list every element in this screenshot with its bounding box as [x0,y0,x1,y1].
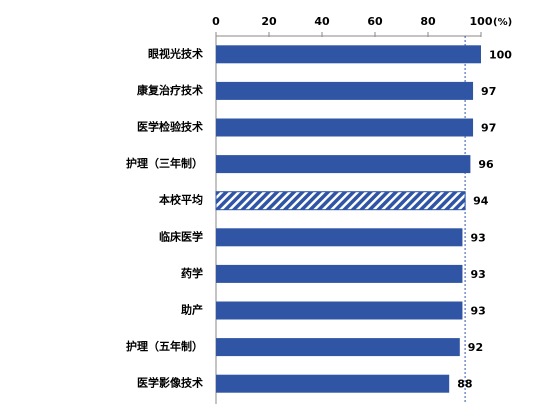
bar [216,228,463,247]
bar [216,264,463,283]
y-tick-label: 医学影像技术 [137,376,203,390]
y-tick-label: 护理（五年制） [126,339,203,353]
x-tick-label: 60 [367,15,383,28]
value-label: 93 [470,231,485,244]
value-label: 97 [481,122,496,135]
bar [216,118,474,137]
x-tick-label: 80 [420,15,436,28]
bar [215,191,466,211]
value-label: 93 [470,268,485,281]
bar [216,301,463,320]
y-tick-label: 医学检验技术 [137,120,203,134]
x-tick-label: 20 [261,15,277,28]
y-tick-label: 护理（三年制） [126,156,203,170]
y-tick-label: 临床医学 [159,229,203,243]
bar [216,338,460,357]
bar [216,155,471,174]
value-label: 92 [468,341,483,354]
bar [216,374,450,393]
bar [216,81,474,100]
x-tick-label: 40 [314,15,330,28]
y-tick-label: 康复治疗技术 [137,83,203,97]
x-axis-label: (%) [493,17,512,28]
value-label: 93 [470,305,485,318]
y-tick-label: 药学 [181,266,203,280]
y-tick-label: 本校平均 [159,193,203,207]
y-tick-label: 助产 [181,303,203,317]
value-label: 100 [489,48,512,61]
value-label: 96 [478,158,494,171]
y-tick-label: 眼视光技术 [148,46,203,60]
bar [216,45,481,64]
value-label: 97 [481,85,496,98]
x-tick-label: 100 [470,15,493,28]
value-label: 94 [473,195,489,208]
x-tick-label: 0 [212,15,220,28]
